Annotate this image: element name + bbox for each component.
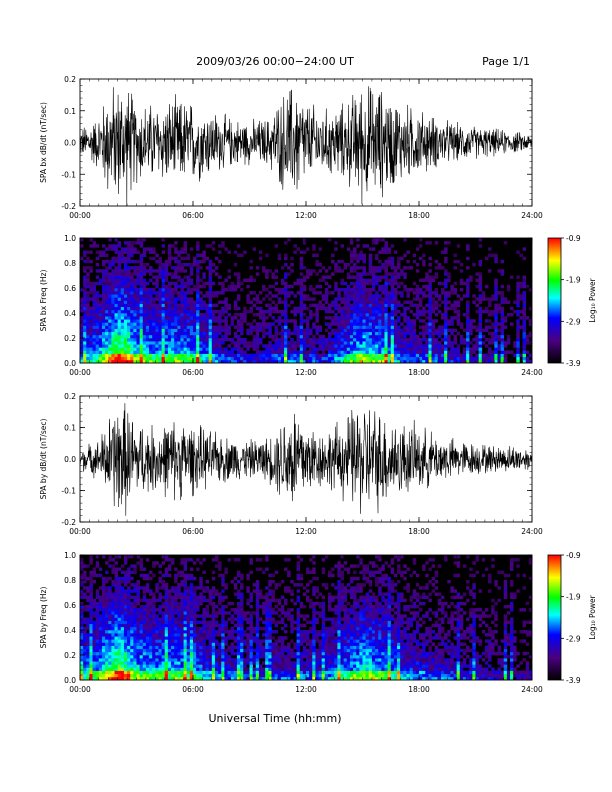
colorbar-label: Log₁₀ Power bbox=[588, 277, 597, 322]
colorbar-tick-label: -3.9 bbox=[566, 359, 581, 368]
y-tick-label: -0.1 bbox=[61, 487, 76, 496]
y-tick-label: 0.2 bbox=[64, 392, 76, 401]
y-axis-label: SPA bx dB/dt (nT/sec) bbox=[39, 102, 48, 183]
x-tick-label: 12:00 bbox=[295, 211, 317, 220]
y-tick-label: 0.0 bbox=[64, 359, 76, 368]
spectrogram-cells bbox=[80, 555, 533, 681]
colorbar bbox=[547, 237, 562, 364]
x-tick-label: 00:00 bbox=[69, 211, 91, 220]
x-tick-label: 24:00 bbox=[521, 527, 543, 536]
colorbar-tick-label: -0.9 bbox=[566, 234, 581, 243]
y-tick-label: 0.0 bbox=[64, 139, 76, 148]
colorbar-tick-label: -1.9 bbox=[566, 276, 581, 285]
colorbar bbox=[547, 554, 562, 681]
x-tick-label: 18:00 bbox=[408, 685, 430, 694]
x-tick-label: 18:00 bbox=[408, 211, 430, 220]
spectrogram-cells bbox=[80, 238, 533, 364]
y-tick-label: 1.0 bbox=[64, 551, 76, 560]
panel-by-spectrogram: -0.9 -1.9 -2.9 -3.9 Log₁₀ Power 00:00 06:00 12:… bbox=[39, 551, 597, 694]
y-tick-label: 0.4 bbox=[64, 626, 76, 635]
page-number: Page 1/1 bbox=[482, 55, 530, 68]
colorbar-tick-label: -3.9 bbox=[566, 676, 581, 685]
y-tick-label: 0.6 bbox=[64, 284, 76, 293]
x-tick-label: 00:00 bbox=[69, 368, 91, 377]
y-tick-label: 0.1 bbox=[64, 424, 76, 433]
x-tick-label: 06:00 bbox=[182, 211, 204, 220]
colorbar-tick-label: -2.9 bbox=[566, 634, 581, 643]
y-tick-label: -0.2 bbox=[61, 202, 76, 211]
y-axis-label: SPA bx Freq (Hz) bbox=[39, 270, 48, 332]
y-tick-label: 0.2 bbox=[64, 651, 76, 660]
y-tick-label: 0.1 bbox=[64, 107, 76, 116]
y-tick-label: -0.1 bbox=[61, 170, 76, 179]
x-tick-label: 06:00 bbox=[182, 527, 204, 536]
trace-line bbox=[80, 403, 532, 516]
x-tick-label: 00:00 bbox=[69, 527, 91, 536]
y-tick-label: 0.2 bbox=[64, 334, 76, 343]
colorbar-tick-label: -1.9 bbox=[566, 593, 581, 602]
y-tick-label: 0.0 bbox=[64, 676, 76, 685]
colorbar-label: Log₁₀ Power bbox=[588, 594, 597, 639]
x-tick-label: 24:00 bbox=[521, 211, 543, 220]
y-axis-label: SPA by dB/dt (nT/sec) bbox=[39, 419, 48, 500]
x-tick-label: 12:00 bbox=[295, 527, 317, 536]
x-axis-label: Universal Time (hh:mm) bbox=[209, 712, 342, 725]
x-tick-label: 00:00 bbox=[69, 685, 91, 694]
x-tick-label: 06:00 bbox=[182, 368, 204, 377]
y-tick-label: 0.4 bbox=[64, 309, 76, 318]
x-tick-label: 24:00 bbox=[521, 685, 543, 694]
page-title: 2009/03/26 00:00−24:00 UT bbox=[196, 55, 354, 68]
x-tick-label: 18:00 bbox=[408, 368, 430, 377]
trace-line bbox=[80, 86, 532, 206]
y-axis-label: SPA by Freq (Hz) bbox=[39, 587, 48, 649]
y-tick-label: 0.2 bbox=[64, 75, 76, 84]
x-tick-label: 12:00 bbox=[295, 685, 317, 694]
y-tick-label: 0.8 bbox=[64, 576, 76, 585]
x-tick-label: 24:00 bbox=[521, 368, 543, 377]
y-tick-label: -0.2 bbox=[61, 518, 76, 527]
y-tick-label: 0.0 bbox=[64, 455, 76, 464]
y-tick-label: 1.0 bbox=[64, 234, 76, 243]
y-tick-label: 0.6 bbox=[64, 601, 76, 610]
colorbar-tick-label: -0.9 bbox=[566, 551, 581, 560]
panel-by-timeseries: 00:00 06:00 12:00 18:00 24:00 -0.2 -0.1 0.0 0.1 0… bbox=[39, 392, 543, 536]
x-tick-label: 06:00 bbox=[182, 685, 204, 694]
x-tick-label: 18:00 bbox=[408, 527, 430, 536]
panel-bx-spectrogram: -0.9 -1.9 -2.9 -3.9 Log₁₀ Power 00:00 06:00 12:… bbox=[39, 234, 597, 377]
x-tick-label: 12:00 bbox=[295, 368, 317, 377]
colorbar-tick-label: -2.9 bbox=[566, 317, 581, 326]
y-tick-label: 0.8 bbox=[64, 259, 76, 268]
panel-bx-timeseries: 00:00 06:00 12:00 18:00 24:00 -0.2 -0.1 0.0 0.1 0… bbox=[39, 75, 543, 220]
